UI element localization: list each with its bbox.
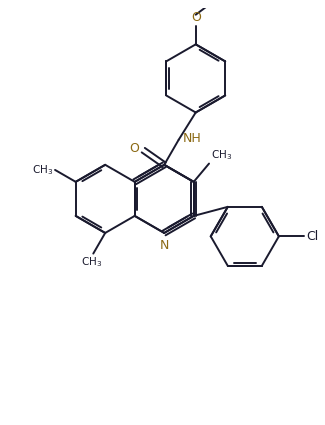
Text: O: O: [129, 142, 139, 155]
Text: N: N: [160, 239, 170, 252]
Text: O: O: [191, 11, 201, 24]
Text: CH$_3$: CH$_3$: [81, 255, 102, 269]
Text: Cl: Cl: [306, 230, 318, 243]
Text: CH$_3$: CH$_3$: [32, 163, 53, 177]
Text: NH: NH: [183, 132, 202, 145]
Text: CH$_3$: CH$_3$: [211, 148, 232, 162]
